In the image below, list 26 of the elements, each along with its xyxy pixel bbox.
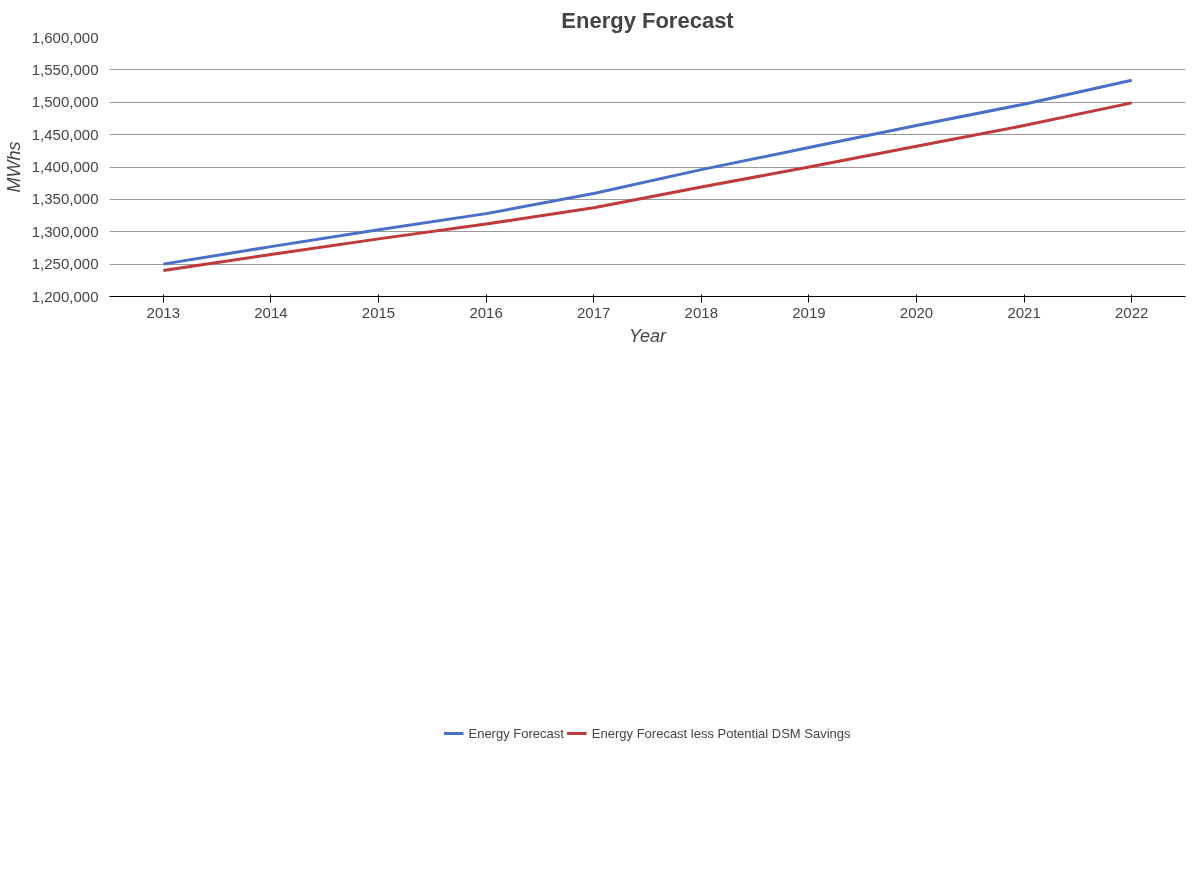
- x-tick-label: 2018: [684, 303, 718, 321]
- x-tick-label: 2013: [146, 303, 180, 321]
- x-tick-label: 2015: [361, 303, 396, 321]
- x-tick-label: 2022: [1115, 303, 1149, 321]
- y-tick-label: 1,250,000: [31, 255, 99, 273]
- x-axis-title: Year: [628, 325, 668, 346]
- y-tick-label: 1,450,000: [31, 125, 99, 143]
- y-tick-label: 1,200,000: [31, 287, 99, 305]
- y-tick-label: 1,400,000: [31, 158, 99, 175]
- x-tick-label: 2020: [899, 303, 934, 321]
- y-tick-label: 1,550,000: [31, 60, 99, 78]
- chart-title: Energy Forecast: [561, 7, 735, 33]
- legend-label: Energy Forecast less Potential DSM Savings: [591, 725, 851, 741]
- x-tick-label: 2016: [469, 303, 503, 321]
- y-tick-label: 1,500,000: [31, 93, 99, 111]
- y-tick-label: 1,600,000: [31, 28, 99, 46]
- line-series: [161, 101, 1134, 273]
- x-tick-label: 2017: [577, 303, 611, 321]
- y-tick-label: 1,300,000: [31, 222, 99, 240]
- y-tick-label: 1,350,000: [31, 190, 99, 208]
- legend-label: Energy Forecast: [468, 725, 564, 741]
- y-axis-title: MWhs: [3, 141, 24, 193]
- x-tick-label: 2021: [1007, 303, 1041, 321]
- x-tick-label: 2014: [254, 303, 288, 321]
- line-series: [161, 78, 1134, 266]
- x-tick-label: 2019: [792, 303, 826, 321]
